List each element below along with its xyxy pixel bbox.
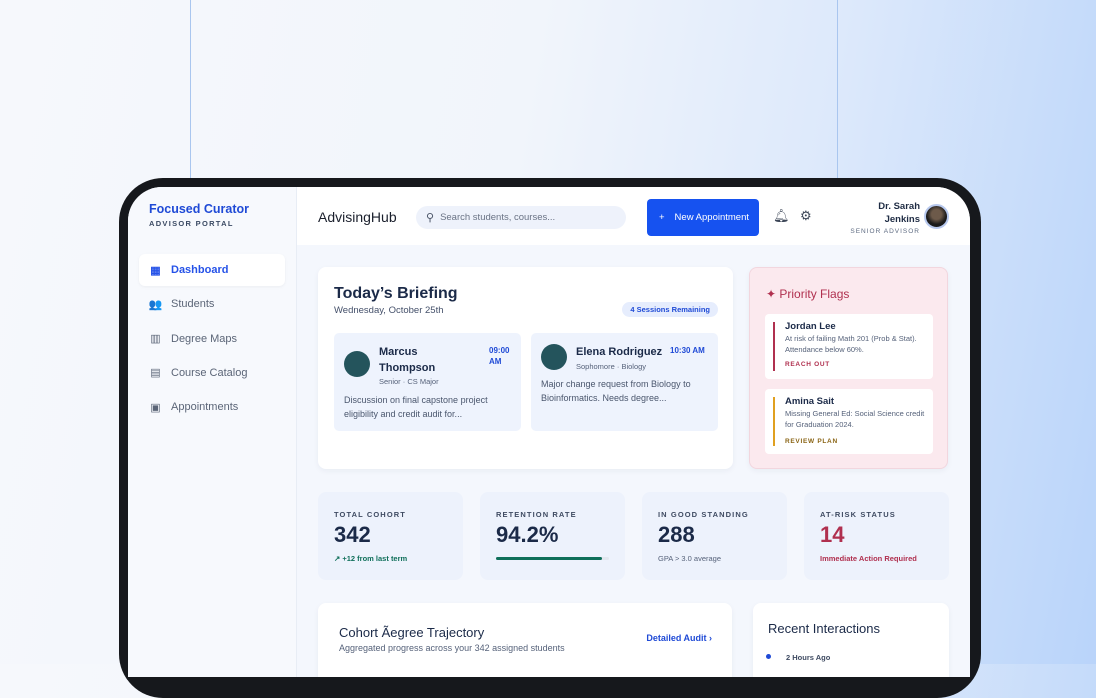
flag-item[interactable]: Jordan Lee At risk of failing Math 201 (… xyxy=(765,314,933,379)
user-role: SENIOR ADVISOR xyxy=(850,228,920,235)
user-info[interactable]: Dr. Sarah Jenkins SENIOR ADVISOR xyxy=(850,200,920,235)
title-text: Priority Flags xyxy=(779,287,850,301)
detailed-audit-link[interactable]: Detailed Audit › xyxy=(646,633,712,643)
trajectory-subtitle: Aggregated progress across your 342 assi… xyxy=(339,643,565,653)
stat-sub: ↗ +12 from last term xyxy=(334,554,407,563)
retention-progress-bar xyxy=(496,557,609,560)
flag-desc: Missing General Ed: Social Science credi… xyxy=(785,409,925,429)
appointment-card[interactable]: Marcus Thompson 09:00 AM Senior · CS Maj… xyxy=(334,333,521,431)
search-input[interactable]: ⚲ Search students, courses... xyxy=(416,206,626,229)
brand: Focused Curator ADVISOR PORTAL xyxy=(149,202,249,228)
sidebar-item-label: Dashboard xyxy=(171,264,229,276)
catalog-icon: ▤ xyxy=(150,367,161,380)
stat-at-risk: AT-RISK STATUS 14 Immediate Action Requi… xyxy=(804,492,949,580)
sidebar-item-course-catalog[interactable]: ▤ Course Catalog xyxy=(139,357,285,389)
student-name: Marcus Thompson xyxy=(379,346,436,374)
user-name: Dr. Sarah Jenkins xyxy=(878,201,920,225)
priority-flags-card: ✦ Priority Flags Jordan Lee At risk of f… xyxy=(749,267,948,469)
map-icon: ▥ xyxy=(150,333,161,346)
sidebar-item-label: Course Catalog xyxy=(171,366,248,379)
reach-out-link[interactable]: REACH OUT xyxy=(785,361,830,368)
student-meta: Senior · CS Major xyxy=(379,377,439,386)
flag-name: Amina Sait xyxy=(785,396,835,407)
stat-good-standing: IN GOOD STANDING 288 GPA > 3.0 average xyxy=(642,492,787,580)
avatar[interactable] xyxy=(924,204,949,229)
flag-item[interactable]: Amina Sait Missing General Ed: Social Sc… xyxy=(765,389,933,454)
interaction-time: 2 Hours Ago xyxy=(786,653,831,662)
briefing-date: Wednesday, October 25th xyxy=(334,305,444,316)
appointment-desc: Major change request from Biology to Bio… xyxy=(541,379,691,403)
stat-label: RETENTION RATE xyxy=(496,510,577,519)
review-plan-link[interactable]: REVIEW PLAN xyxy=(785,438,838,445)
recent-title: Recent Interactions xyxy=(768,621,881,636)
sidebar-item-label: Students xyxy=(171,298,215,311)
bell-icon[interactable]: 🔔︎ xyxy=(773,208,790,223)
new-appointment-button[interactable]: + New Appointment xyxy=(647,199,759,236)
stat-label: IN GOOD STANDING xyxy=(658,510,749,519)
gear-icon[interactable]: ⚙ xyxy=(800,208,812,223)
sidebar-item-degree-maps[interactable]: ▥ Degree Maps xyxy=(139,323,285,355)
flag-bar xyxy=(773,322,775,371)
search-placeholder: Search students, courses... xyxy=(440,212,556,223)
stat-sub: GPA > 3.0 average xyxy=(658,554,722,563)
decor-line xyxy=(190,0,191,180)
decor-line xyxy=(837,0,838,180)
stat-sub-text: +12 from last term xyxy=(342,554,408,563)
student-avatar xyxy=(344,351,370,377)
progress-fill xyxy=(496,557,603,560)
priority-flags-title: ✦ Priority Flags xyxy=(766,287,849,301)
stat-value: 342 xyxy=(334,522,371,547)
timeline-dot xyxy=(766,654,771,659)
stat-total-cohort: TOTAL COHORT 342 ↗ +12 from last term xyxy=(318,492,463,580)
student-avatar xyxy=(541,344,567,370)
users-icon: 👥 xyxy=(148,298,163,311)
sidebar: Focused Curator ADVISOR PORTAL ▦ Dashboar… xyxy=(128,187,297,677)
plus-icon: + xyxy=(659,212,665,223)
stat-value: 14 xyxy=(820,522,845,547)
stat-retention-rate: RETENTION RATE 94.2% xyxy=(480,492,625,580)
sidebar-item-appointments[interactable]: ▣ Appointments xyxy=(139,391,285,423)
flag-desc: At risk of failing Math 201 (Prob & Stat… xyxy=(785,334,917,354)
stat-label: TOTAL COHORT xyxy=(334,510,406,519)
sparkle-icon: ✦ xyxy=(766,287,780,301)
appointment-desc: Discussion on final capstone project eli… xyxy=(344,395,488,419)
brand-subtitle: ADVISOR PORTAL xyxy=(149,219,234,228)
brand-title: Focused Curator xyxy=(149,202,250,216)
degree-trajectory-card: Cohort Ãegree Trajectory Aggregated prog… xyxy=(318,603,732,677)
stat-sub: Immediate Action Required xyxy=(820,554,917,563)
flag-name: Jordan Lee xyxy=(785,321,836,332)
sidebar-item-dashboard[interactable]: ▦ Dashboard xyxy=(139,254,285,286)
flag-bar xyxy=(773,397,775,446)
appointment-card[interactable]: Elena Rodriguez 10:30 AM Sophomore · Bio… xyxy=(531,333,718,431)
calendar-icon: ▣ xyxy=(150,401,161,414)
stat-value: 288 xyxy=(658,522,695,547)
sidebar-item-students[interactable]: 👥 Students xyxy=(139,288,285,320)
briefing-title: Today’s Briefing xyxy=(334,285,458,302)
todays-briefing-card: Today’s Briefing Wednesday, October 25th… xyxy=(318,267,733,469)
button-label: New Appointment xyxy=(674,212,750,223)
recent-interactions-card: Recent Interactions 2 Hours Ago xyxy=(753,603,949,677)
appointment-time: 10:30 AM xyxy=(670,346,705,355)
appointment-time: 09:00 AM xyxy=(489,346,510,366)
trajectory-title: Cohort Ãegree Trajectory xyxy=(339,625,485,640)
student-name: Elena Rodriguez xyxy=(576,346,663,358)
dashboard-icon: ▦ xyxy=(150,264,161,277)
top-header: AdvisingHub ⚲ Search students, courses...… xyxy=(297,187,970,245)
sidebar-nav: ▦ Dashboard 👥 Students ▥ Degree Maps ▤ Cours… xyxy=(139,254,285,425)
stat-label: AT-RISK STATUS xyxy=(820,510,896,519)
stat-value: 94.2% xyxy=(496,522,559,547)
sidebar-item-label: Degree Maps xyxy=(171,332,238,345)
app-logo: AdvisingHub xyxy=(318,209,397,225)
app-screen: Focused Curator ADVISOR PORTAL ▦ Dashboar… xyxy=(128,187,970,677)
trend-up-icon: ↗ xyxy=(334,554,343,563)
search-icon: ⚲ xyxy=(426,212,435,224)
sessions-badge: 4 Sessions Remaining xyxy=(622,302,718,317)
sidebar-item-label: Appointments xyxy=(171,401,239,414)
student-meta: Sophomore · Biology xyxy=(576,362,647,371)
